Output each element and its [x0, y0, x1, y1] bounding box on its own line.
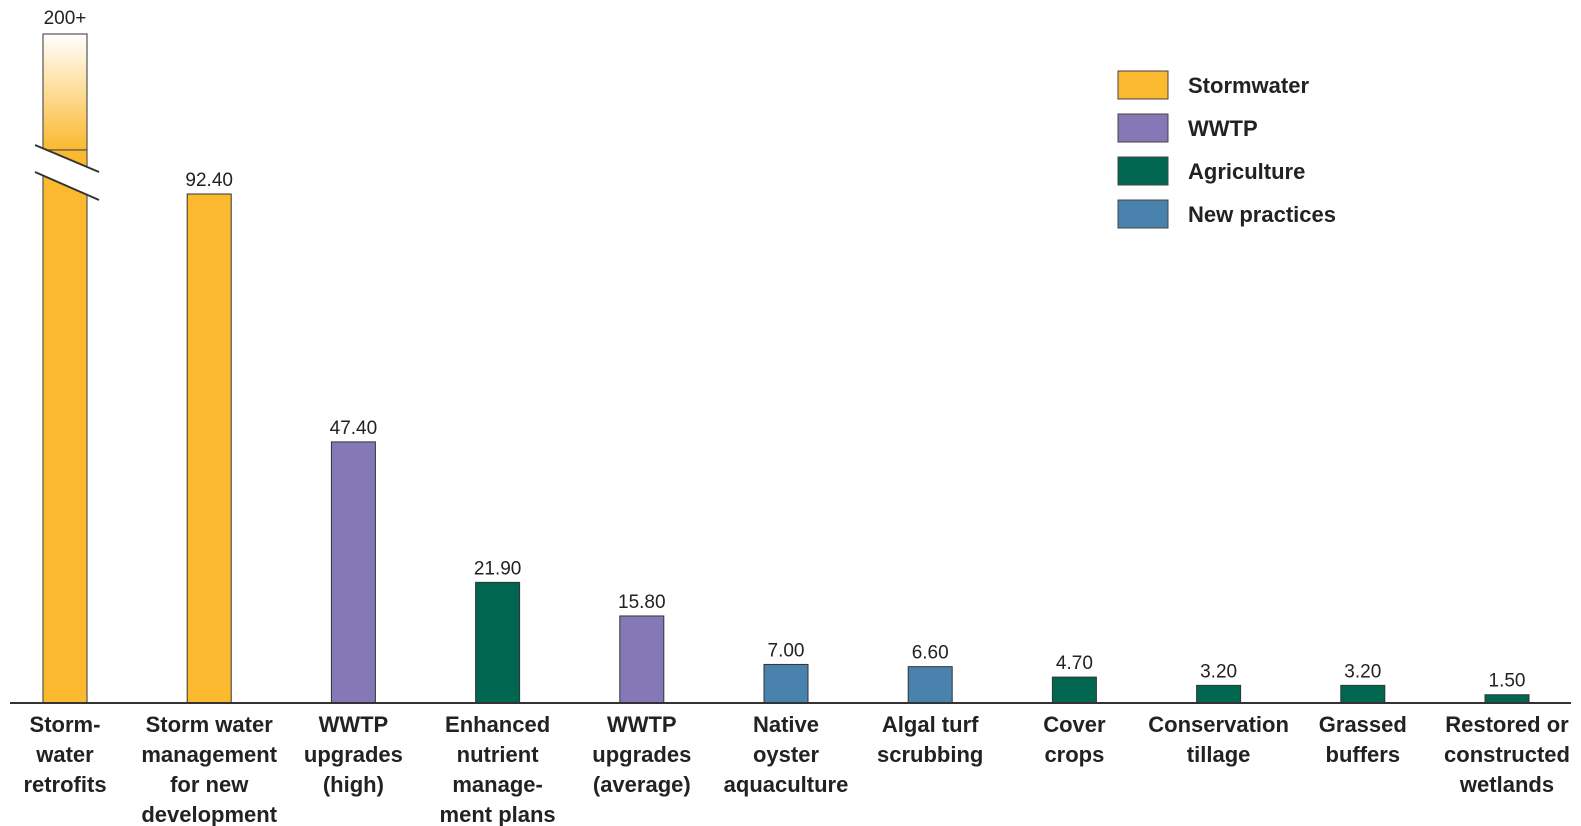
legend-label: New practices [1188, 202, 1336, 227]
legend-label: Stormwater [1188, 73, 1309, 98]
bar [42, 149, 88, 704]
data-label: 4.70 [1056, 653, 1093, 674]
category-label: Restored or [1445, 712, 1569, 737]
category-label: nutrient [457, 742, 540, 767]
legend: Stormwater WWTP Agriculture New practices [1117, 70, 1336, 229]
data-label: 200+ [44, 8, 87, 29]
category-label: buffers [1326, 742, 1401, 767]
axis-break-line [34, 144, 100, 173]
category-label: tillage [1187, 742, 1251, 767]
category-label: for new [170, 772, 249, 797]
data-label: 3.20 [1200, 661, 1237, 682]
bar [1484, 694, 1530, 704]
legend-swatch [1117, 113, 1169, 143]
legend-swatch [1117, 156, 1169, 186]
category-label: development [141, 802, 277, 826]
bar [186, 193, 232, 704]
category-label: Storm water [146, 712, 274, 737]
category-label: Grassed [1319, 712, 1407, 737]
category-label: retrofits [23, 772, 106, 797]
bar [475, 581, 521, 704]
data-label: 15.80 [618, 592, 666, 613]
category-label: management [141, 742, 277, 767]
data-label: 6.60 [912, 643, 949, 664]
data-label: 1.50 [1489, 671, 1526, 692]
bar [1051, 676, 1097, 704]
bar [907, 666, 953, 704]
bar [1196, 684, 1242, 704]
legend-label: Agriculture [1188, 159, 1305, 184]
category-labels-layer: Storm-water retrofits Storm water managemen… [23, 712, 1570, 826]
bar-faded-top [42, 33, 88, 151]
category-label: oyster [753, 742, 819, 767]
data-label: 92.40 [185, 170, 233, 191]
category-label: crops [1044, 742, 1104, 767]
axis-break-line [34, 171, 100, 201]
data-label: 21.90 [474, 558, 522, 579]
category-label: (high) [323, 772, 384, 797]
category-label: Conservation [1148, 712, 1289, 737]
data-label: 47.40 [330, 418, 378, 439]
bar [619, 615, 665, 704]
category-label: manage- [452, 772, 542, 797]
bars-layer [34, 33, 1530, 704]
category-label: Algal turf [882, 712, 979, 737]
category-label: Enhanced [445, 712, 550, 737]
bar [763, 663, 809, 704]
legend-label: WWTP [1188, 116, 1258, 141]
legend-swatch [1117, 199, 1169, 229]
category-label: Cover [1043, 712, 1106, 737]
bar [1340, 684, 1386, 704]
category-label: ment plans [440, 802, 556, 826]
legend-swatch [1117, 70, 1169, 100]
bar [330, 441, 376, 704]
category-label: upgrades [592, 742, 691, 767]
value-labels-layer: 200+ 92.40 47.40 21.90 15.80 7.00 6.60 4.70 3.20… [44, 8, 1526, 692]
category-label: wetlands [1459, 772, 1554, 797]
data-label: 7.00 [768, 640, 805, 661]
category-label: Native [753, 712, 819, 737]
category-label: scrubbing [877, 742, 983, 767]
category-label: Storm- [30, 712, 101, 737]
axis-break-gap [35, 145, 99, 200]
category-label: WWTP [607, 712, 677, 737]
category-label: aquaculture [724, 772, 849, 797]
data-label: 3.20 [1344, 661, 1381, 682]
category-label: WWTP [319, 712, 389, 737]
category-label: upgrades [304, 742, 403, 767]
category-label: (average) [593, 772, 691, 797]
category-label: water [35, 742, 94, 767]
category-label: constructed [1444, 742, 1570, 767]
